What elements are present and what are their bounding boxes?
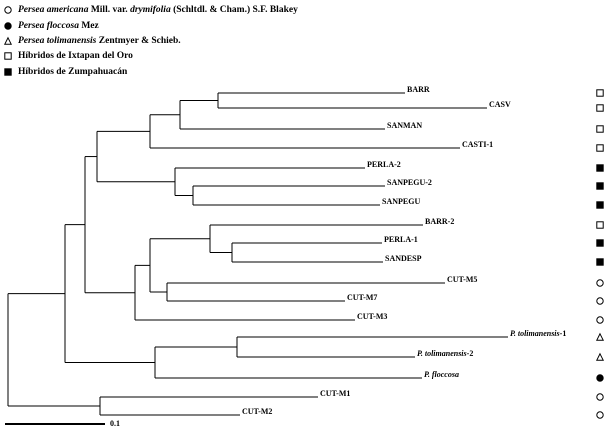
symbol [596, 89, 604, 97]
symbol [596, 201, 604, 209]
leaf-label: P. floccosa [424, 370, 459, 379]
symbol [596, 316, 604, 324]
label-part: CUT-M5 [447, 275, 477, 284]
label-part: SANMAN [387, 121, 422, 130]
symbol [596, 393, 604, 401]
label-part: CUT-M3 [357, 312, 387, 321]
label-part: Mez [79, 21, 100, 31]
scale-bar-label: 0.1 [110, 419, 120, 428]
label-part: CUT-M2 [242, 407, 272, 416]
legend-entry: Persea americana Mill. var. drymifolia (… [18, 4, 298, 15]
leaf-label: P. tolimanensis-2 [417, 349, 473, 358]
symbol [595, 352, 605, 361]
leaf-label: SANMAN [387, 121, 422, 130]
symbol [4, 68, 12, 76]
symbol [596, 297, 604, 305]
label-part: BARR [407, 85, 430, 94]
label-part: P. floccosa [424, 370, 459, 379]
legend-entry: Persea tolimanensis Zentmyer & Schieb. [18, 36, 181, 46]
label-part: CUT-M7 [347, 293, 377, 302]
label-part: -2 [467, 349, 474, 358]
leaf-label: CUT-M5 [447, 275, 477, 284]
symbol [596, 374, 604, 382]
label-part: CASV [489, 100, 511, 109]
symbol [596, 411, 604, 419]
label-part: PERLA-2 [367, 160, 401, 169]
leaf-label: CUT-M7 [347, 293, 377, 302]
legend-entry: Híbridos de Zumpahuacán [18, 67, 128, 77]
label-part: Híbridos de Ixtapan del Oro [18, 51, 133, 61]
label-part: (Schltdl. & Cham.) S.F. Blakey [171, 4, 298, 15]
label-part: Persea americana [18, 5, 89, 15]
symbol [596, 164, 604, 172]
leaf-label: BARR-2 [425, 217, 454, 226]
label-part: Persea floccosa [18, 21, 79, 31]
label-part: Persea tolimanensis [18, 36, 97, 46]
leaf-label: CASV [489, 100, 511, 109]
symbol [3, 36, 13, 45]
label-part: SANPEGU [382, 197, 420, 206]
leaf-label: CUT-M1 [320, 389, 350, 398]
leaf-label: SANPEGU-2 [387, 178, 432, 187]
symbol [596, 258, 604, 266]
symbol [596, 221, 604, 229]
symbol [596, 125, 604, 133]
label-part: P. tolimanensis [417, 349, 467, 358]
label-part: Híbridos de Zumpahuacán [18, 67, 128, 77]
label-part: BARR-2 [425, 217, 454, 226]
leaf-label: SANPEGU [382, 197, 420, 206]
label-part: -1 [560, 329, 567, 338]
label-part: Mill. var. [88, 5, 130, 15]
label-part: CASTI-1 [462, 140, 493, 149]
symbol [596, 239, 604, 247]
leaf-label: PERLA-2 [367, 160, 401, 169]
leaf-label: BARR [407, 85, 430, 94]
symbol [4, 22, 12, 30]
symbol [596, 104, 604, 112]
label-part: Zentmyer & Schieb. [96, 36, 180, 46]
leaf-label: SANDESP [385, 254, 422, 263]
label-part: P. tolimanensis [510, 329, 560, 338]
label-part: SANPEGU-2 [387, 178, 432, 187]
leaf-label: CASTI-1 [462, 140, 493, 149]
leaf-label: P. tolimanensis-1 [510, 329, 566, 338]
legend-entry: Persea floccosa Mez [18, 21, 100, 31]
label-part: SANDESP [385, 254, 422, 263]
label-part: CUT-M1 [320, 389, 350, 398]
symbol [4, 6, 12, 14]
symbol [596, 182, 604, 190]
symbol [596, 279, 604, 287]
leaf-label: CUT-M2 [242, 407, 272, 416]
symbol [596, 144, 604, 152]
label-part: PERLA-1 [384, 235, 418, 244]
symbol [595, 332, 605, 341]
leaf-label: PERLA-1 [384, 235, 418, 244]
legend-entry: Híbridos de Ixtapan del Oro [18, 51, 133, 61]
symbol [4, 52, 12, 60]
leaf-label: CUT-M3 [357, 312, 387, 321]
label-part: drymifolia [130, 5, 171, 15]
